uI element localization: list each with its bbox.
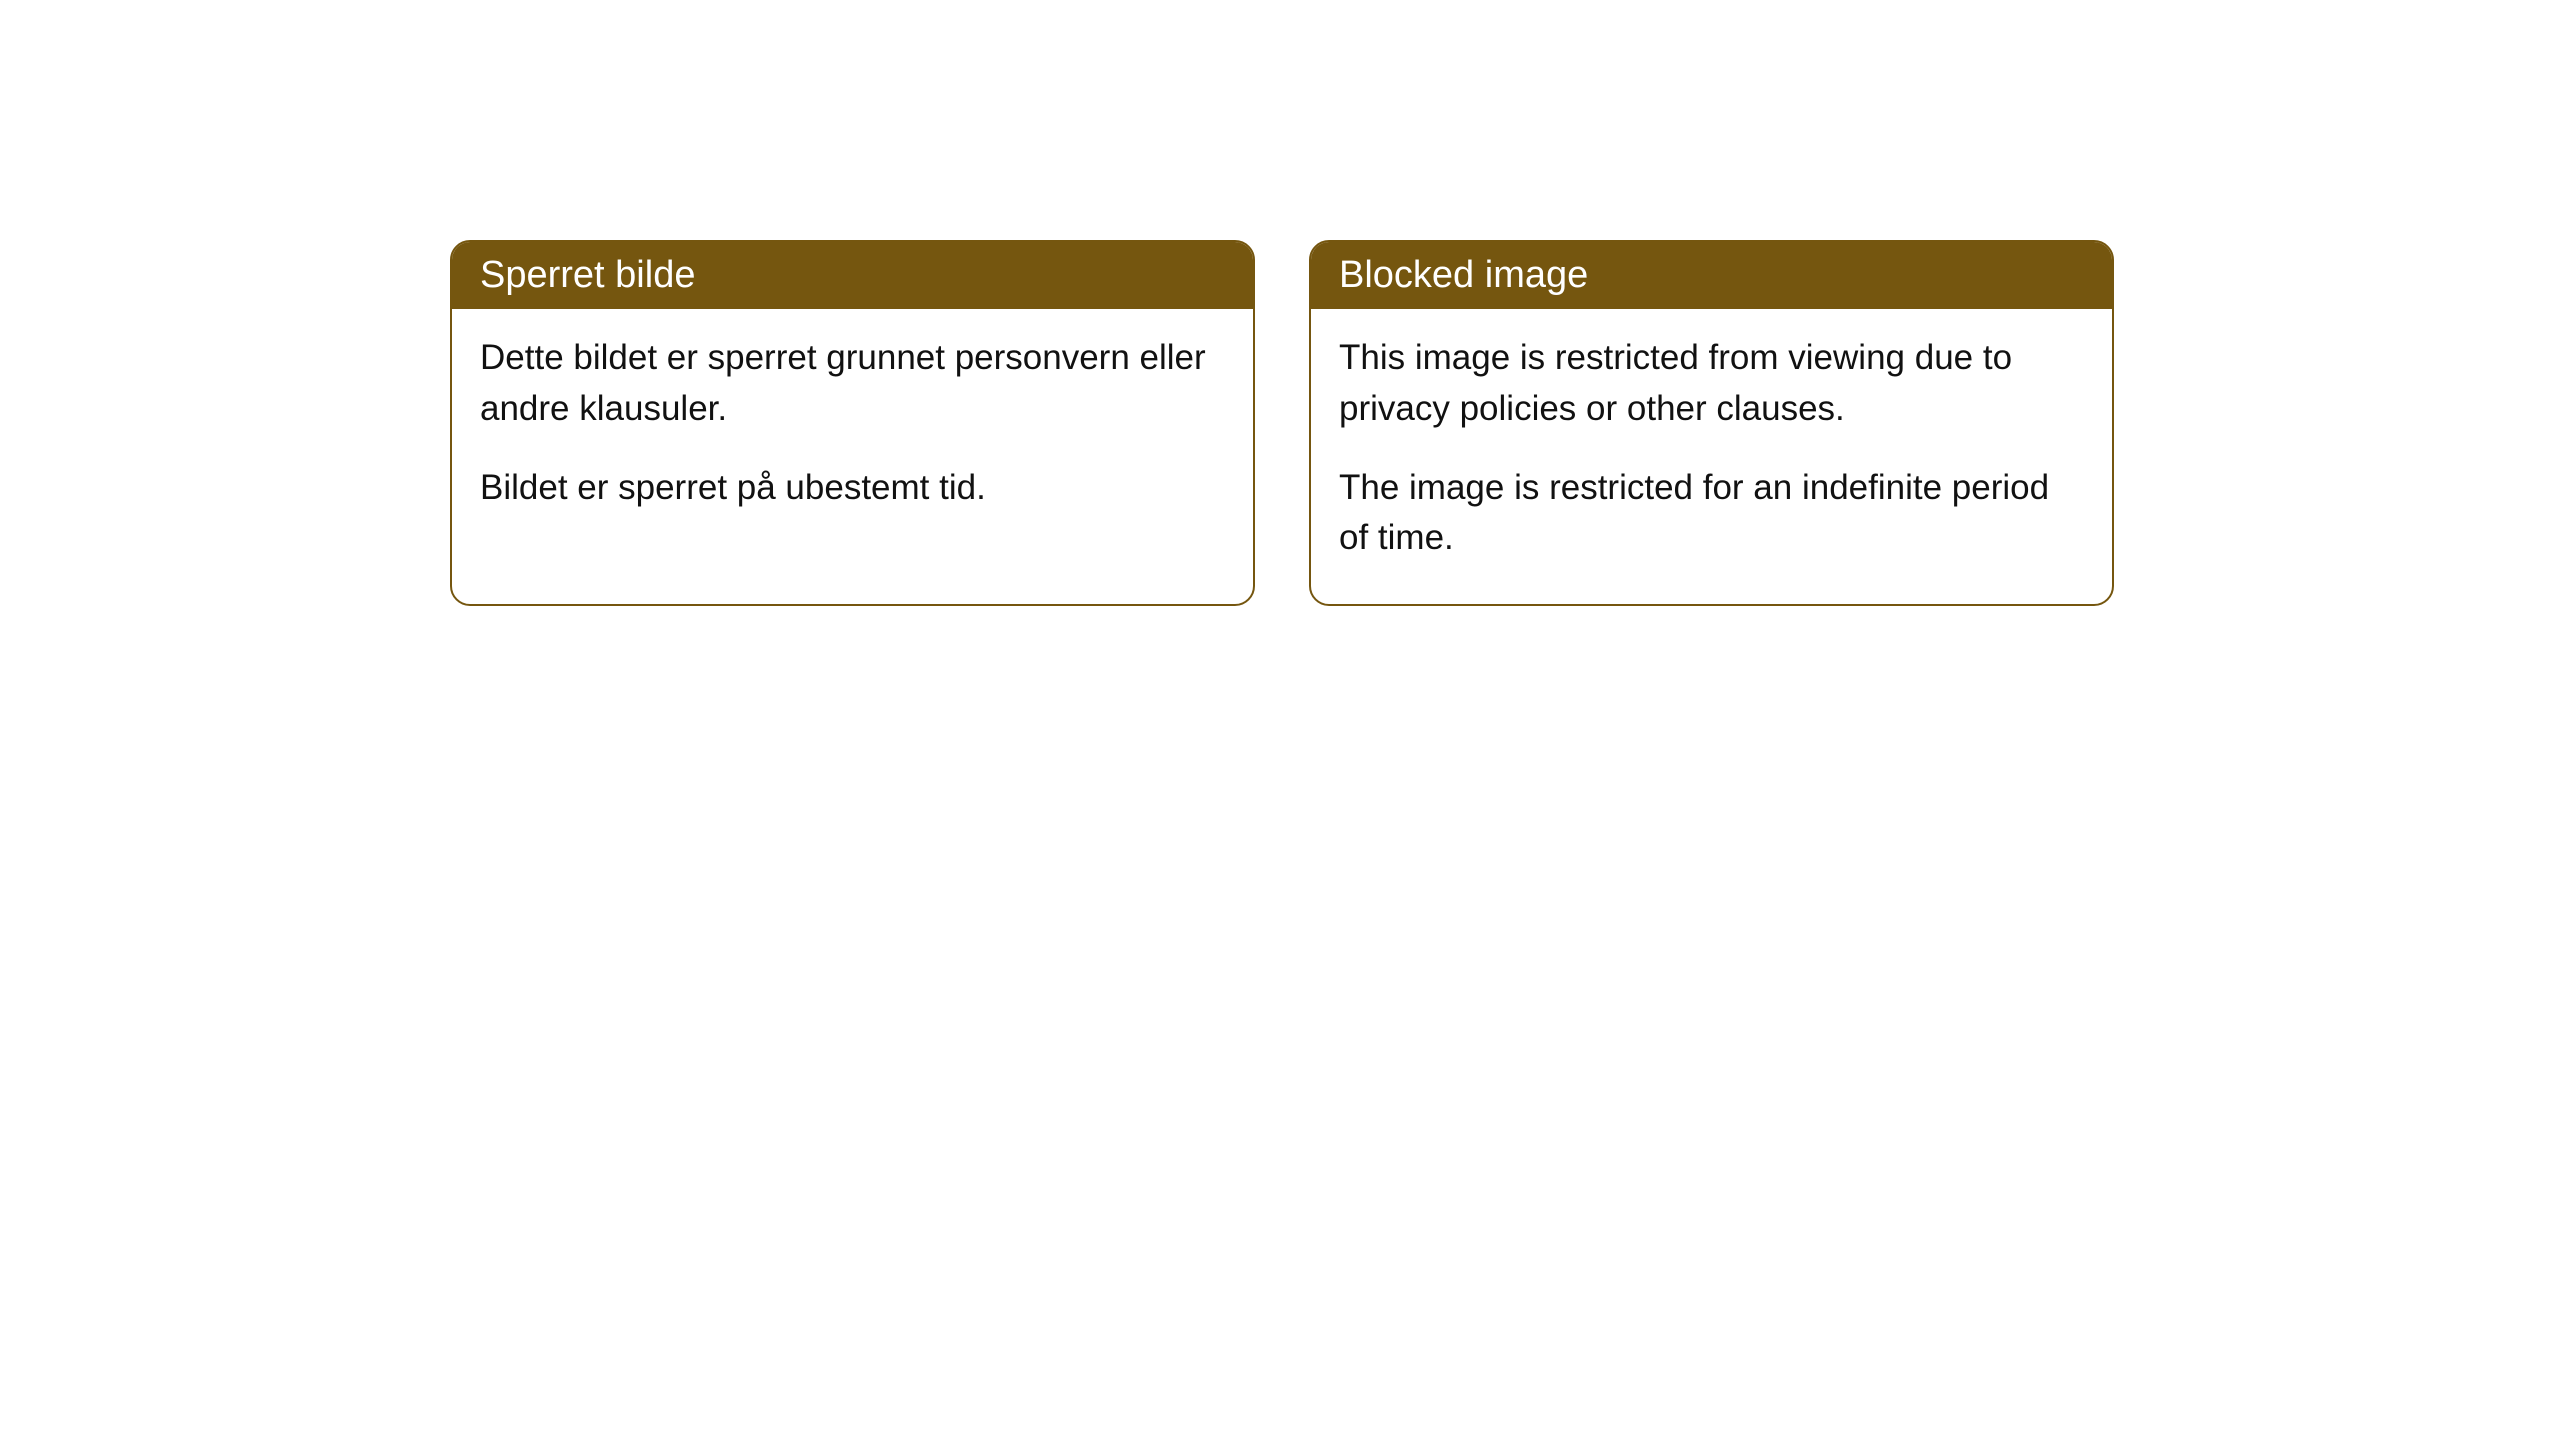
card-title: Sperret bilde (480, 254, 695, 296)
card-paragraph-1: This image is restricted from viewing du… (1339, 333, 2084, 435)
card-title: Blocked image (1339, 254, 1588, 296)
card-body: Dette bildet er sperret grunnet personve… (452, 309, 1253, 553)
card-header: Sperret bilde (452, 242, 1253, 309)
blocked-image-card-norwegian: Sperret bilde Dette bildet er sperret gr… (450, 240, 1255, 606)
cards-container: Sperret bilde Dette bildet er sperret gr… (0, 0, 2560, 606)
card-paragraph-1: Dette bildet er sperret grunnet personve… (480, 333, 1225, 435)
card-paragraph-2: The image is restricted for an indefinit… (1339, 463, 2084, 565)
card-paragraph-2: Bildet er sperret på ubestemt tid. (480, 463, 1225, 514)
blocked-image-card-english: Blocked image This image is restricted f… (1309, 240, 2114, 606)
card-header: Blocked image (1311, 242, 2112, 309)
card-body: This image is restricted from viewing du… (1311, 309, 2112, 604)
